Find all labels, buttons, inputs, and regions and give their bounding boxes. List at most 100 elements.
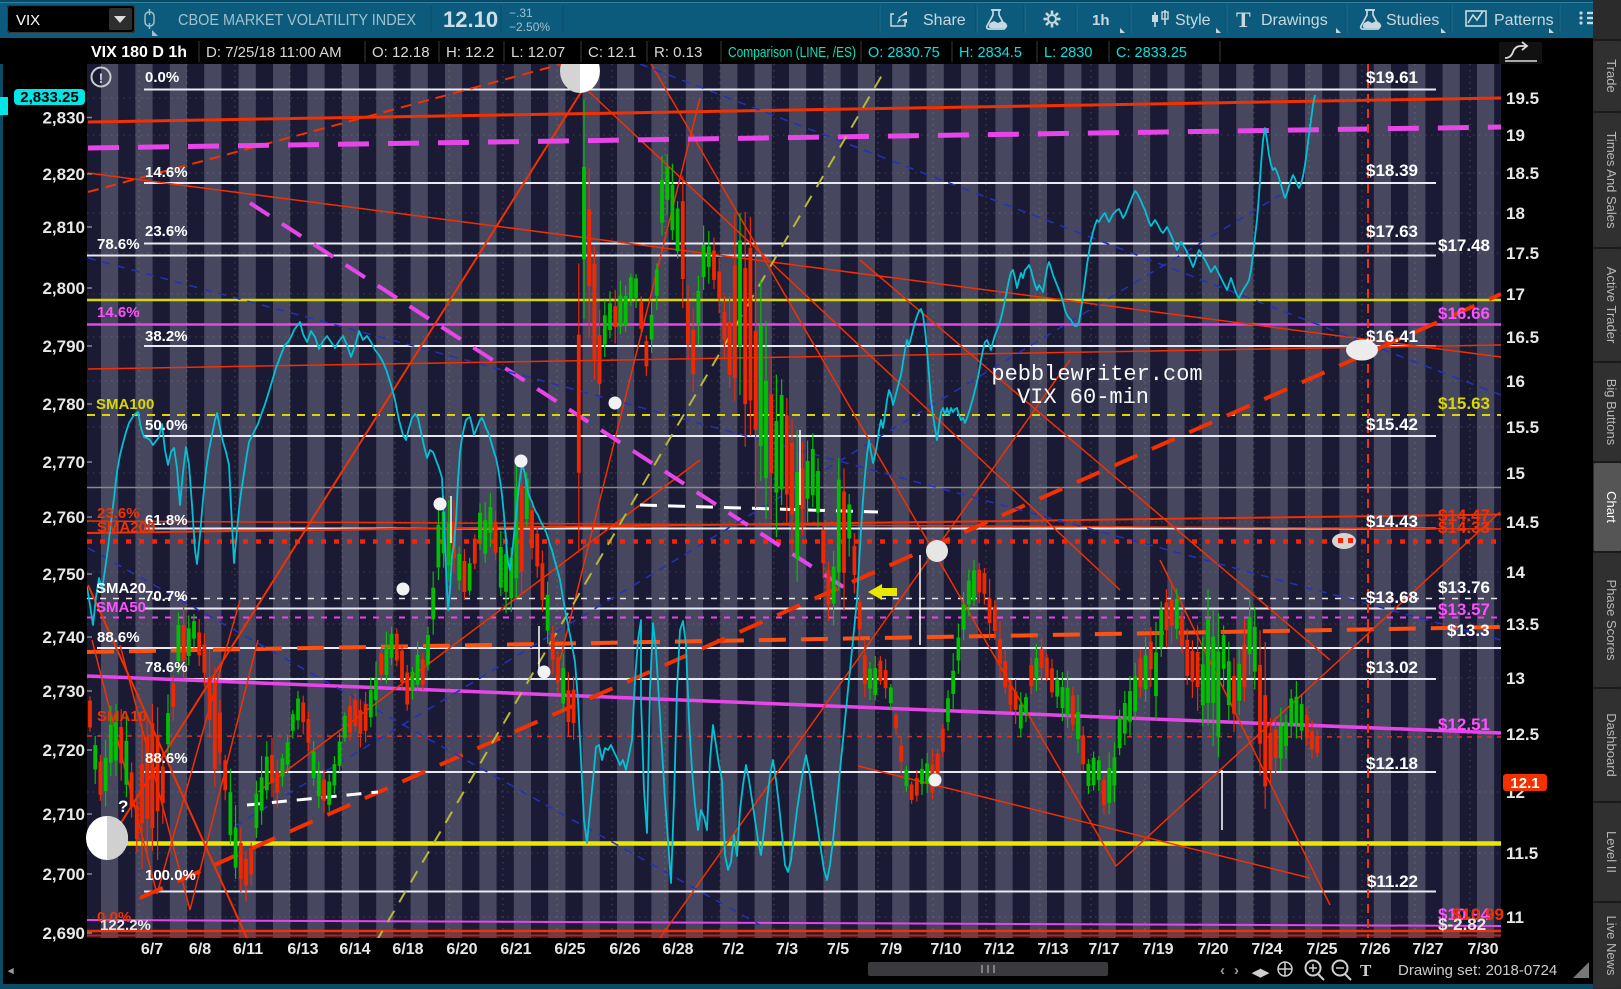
svg-text:15.5: 15.5 — [1506, 418, 1539, 437]
svg-text:$13.3: $13.3 — [1447, 621, 1490, 640]
svg-text:0.0%: 0.0% — [145, 69, 179, 86]
svg-text:7/19: 7/19 — [1142, 941, 1173, 958]
svg-text:2,810: 2,810 — [42, 218, 85, 237]
svg-text:2,760: 2,760 — [42, 508, 85, 527]
svg-text:Live News: Live News — [1604, 916, 1619, 976]
svg-text:2,740: 2,740 — [42, 628, 85, 647]
svg-text:100.0%: 100.0% — [145, 867, 196, 884]
svg-text:2,830: 2,830 — [42, 109, 85, 128]
svg-text:Drawings: Drawings — [1261, 12, 1328, 29]
svg-text:$13.76: $13.76 — [1438, 578, 1490, 597]
svg-text:Phase Scores: Phase Scores — [1604, 580, 1619, 661]
svg-text:O: 12.18: O: 12.18 — [372, 44, 430, 61]
svg-text:$12.18: $12.18 — [1366, 754, 1418, 773]
svg-text:6/26: 6/26 — [609, 941, 640, 958]
svg-text:78.6%: 78.6% — [97, 236, 140, 253]
svg-text:6/18: 6/18 — [392, 941, 423, 958]
svg-text:$13.02: $13.02 — [1366, 658, 1418, 677]
svg-text:C: 12.1: C: 12.1 — [588, 44, 636, 61]
svg-text:6/13: 6/13 — [287, 941, 318, 958]
svg-text:Trade: Trade — [1604, 59, 1619, 92]
svg-text:7/20: 7/20 — [1197, 941, 1228, 958]
svg-text:$14.33: $14.33 — [1438, 518, 1490, 537]
svg-text:14.6%: 14.6% — [145, 164, 188, 181]
svg-text:6/20: 6/20 — [446, 941, 477, 958]
svg-text:6/21: 6/21 — [500, 941, 531, 958]
svg-text:12.10: 12.10 — [443, 7, 498, 32]
svg-text:6/25: 6/25 — [554, 941, 585, 958]
svg-text:6/14: 6/14 — [339, 941, 370, 958]
svg-text:16: 16 — [1506, 372, 1525, 391]
svg-text:14.5: 14.5 — [1506, 513, 1539, 532]
svg-text:12.5: 12.5 — [1506, 725, 1539, 744]
svg-text:13.5: 13.5 — [1506, 615, 1539, 634]
svg-text:Drawing set: 2018-0724: Drawing set: 2018-0724 — [1398, 962, 1557, 979]
svg-text:!: ! — [99, 70, 104, 86]
svg-text:T: T — [1360, 961, 1372, 980]
svg-text:7/24: 7/24 — [1251, 941, 1282, 958]
svg-text:−2.50%: −2.50% — [509, 20, 550, 34]
svg-text:$15.63: $15.63 — [1438, 394, 1490, 413]
svg-text:88.6%: 88.6% — [97, 629, 140, 646]
svg-text:SMA200: SMA200 — [97, 519, 155, 536]
svg-text:L: 2830: L: 2830 — [1044, 45, 1092, 61]
svg-text:2,710: 2,710 — [42, 805, 85, 824]
svg-text:H: 12.2: H: 12.2 — [446, 44, 494, 61]
svg-text:$12.51: $12.51 — [1438, 715, 1490, 734]
svg-text:$18.39: $18.39 — [1366, 161, 1418, 180]
svg-text:Chart: Chart — [1604, 491, 1619, 523]
svg-text:Share: Share — [923, 12, 966, 29]
svg-text:19: 19 — [1506, 126, 1525, 145]
svg-text:◂: ◂ — [7, 965, 14, 977]
svg-text:50.0%: 50.0% — [145, 417, 188, 434]
svg-text:14.6%: 14.6% — [97, 304, 140, 321]
svg-text:6/7: 6/7 — [141, 941, 163, 958]
svg-text:7/17: 7/17 — [1088, 941, 1119, 958]
svg-text:122.2%: 122.2% — [100, 917, 151, 934]
svg-text:$14.43: $14.43 — [1366, 512, 1418, 531]
svg-text:SMA20: SMA20 — [96, 580, 146, 597]
svg-text:17.5: 17.5 — [1506, 244, 1539, 263]
svg-text:38.2%: 38.2% — [145, 328, 188, 345]
svg-text:18: 18 — [1506, 204, 1525, 223]
svg-text:19.5: 19.5 — [1506, 89, 1539, 108]
svg-text:‹: ‹ — [1220, 962, 1225, 979]
svg-text:2,700: 2,700 — [42, 865, 85, 884]
svg-text:$15.42: $15.42 — [1366, 415, 1418, 434]
svg-text:Patterns: Patterns — [1494, 12, 1554, 29]
svg-text:2,800: 2,800 — [42, 279, 85, 298]
svg-text:O: 2830.75: O: 2830.75 — [868, 45, 940, 61]
svg-text:−.31: −.31 — [509, 6, 533, 20]
svg-text:11: 11 — [1506, 908, 1524, 927]
svg-text:23.6%: 23.6% — [145, 223, 188, 240]
svg-text:7/9: 7/9 — [880, 941, 902, 958]
svg-text:2,720: 2,720 — [42, 741, 85, 760]
svg-text:$13.57: $13.57 — [1438, 600, 1490, 619]
svg-text:SMA10: SMA10 — [97, 708, 147, 725]
svg-text:Times And Sales: Times And Sales — [1604, 131, 1619, 229]
svg-text:6/8: 6/8 — [189, 941, 211, 958]
svg-text:VIX: VIX — [16, 12, 40, 29]
svg-text:SMA50: SMA50 — [96, 599, 146, 616]
svg-text:Big Buttons: Big Buttons — [1604, 379, 1619, 446]
svg-text:7/30: 7/30 — [1467, 941, 1498, 958]
svg-text:L: 12.07: L: 12.07 — [511, 44, 565, 61]
svg-text:2,770: 2,770 — [42, 453, 85, 472]
svg-text:D: 7/25/18 11:00 AM: D: 7/25/18 11:00 AM — [206, 44, 342, 61]
svg-text:pebblewriter.com: pebblewriter.com — [991, 362, 1202, 387]
svg-text:H: 2834.5: H: 2834.5 — [959, 45, 1022, 61]
svg-text:C: 2833.25: C: 2833.25 — [1116, 45, 1187, 61]
svg-text:7/25: 7/25 — [1306, 941, 1337, 958]
svg-text:1h: 1h — [1092, 12, 1110, 29]
svg-text:◀▶: ◀▶ — [1251, 967, 1269, 979]
svg-text:›: › — [1234, 962, 1239, 979]
svg-text:7/5: 7/5 — [827, 941, 849, 958]
svg-text:$11.22: $11.22 — [1367, 872, 1418, 891]
svg-text:61.8%: 61.8% — [145, 512, 188, 529]
svg-text:$13.68: $13.68 — [1366, 588, 1418, 607]
svg-text:15: 15 — [1506, 464, 1525, 483]
svg-text:17: 17 — [1506, 285, 1525, 304]
svg-text:7/12: 7/12 — [983, 941, 1014, 958]
svg-text:Comparison (LINE, /ES): Comparison (LINE, /ES) — [728, 45, 856, 61]
svg-text:2,690: 2,690 — [42, 924, 85, 943]
